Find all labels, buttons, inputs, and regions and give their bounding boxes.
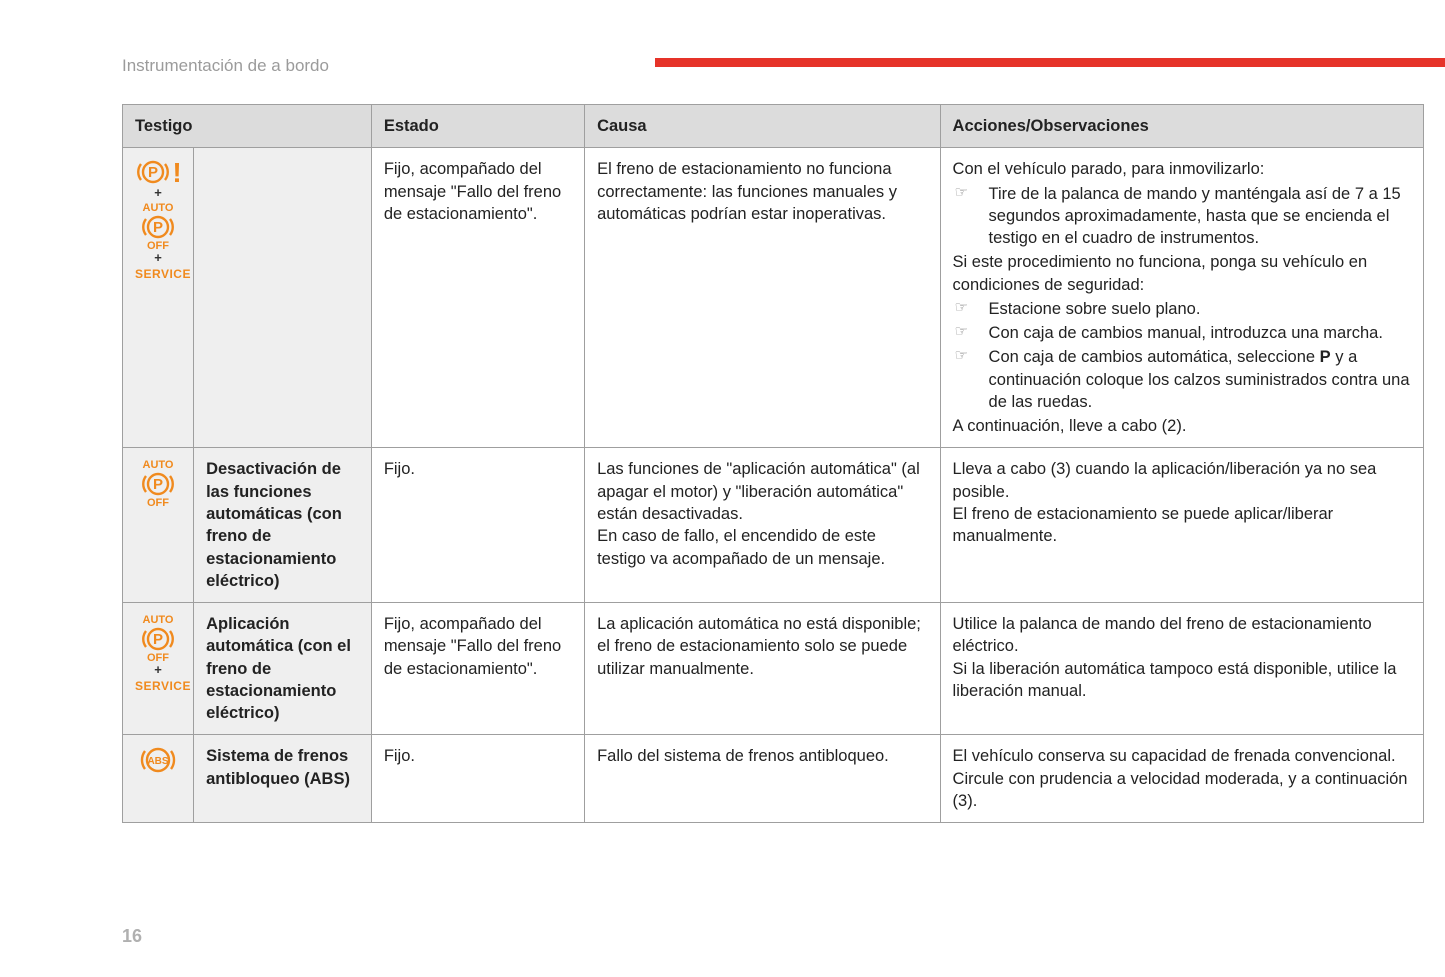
list-item: Con caja de cambios automática, seleccio… xyxy=(975,346,1411,413)
parking-brake-excl-icon: P ! xyxy=(135,158,185,186)
auto-p-off-icon: AUTO P OFF xyxy=(136,201,180,251)
actions-outro: A continuación, lleve a cabo (2). xyxy=(953,415,1411,437)
icon-cell: ABS xyxy=(123,735,194,823)
estado-cell: Fijo, acompañado del mensaje "Fallo del … xyxy=(371,603,584,735)
table-row: P ! + AUTO P OFF + xyxy=(123,148,1424,448)
acciones-cell: Utilice la palanca de mando del freno de… xyxy=(940,603,1423,735)
list-item: Estacione sobre suelo plano. xyxy=(975,298,1411,320)
th-causa: Causa xyxy=(585,105,940,148)
actions-intro: Con el vehículo parado, para inmovilizar… xyxy=(953,158,1411,180)
table-row: AUTO P OFF Desactivación de las funcione… xyxy=(123,448,1424,603)
acciones-cell: Con el vehículo parado, para inmovilizar… xyxy=(940,148,1423,448)
svg-text:OFF: OFF xyxy=(147,497,169,508)
actions-list: Estacione sobre suelo plano. Con caja de… xyxy=(953,298,1411,413)
label-cell: Desactivación de las funciones automátic… xyxy=(194,448,372,603)
page: Instrumentación de a bordo Testigo Estad… xyxy=(0,0,1445,977)
svg-text:P: P xyxy=(148,164,158,181)
causa-cell: Las funciones de "aplicación automática"… xyxy=(585,448,940,603)
th-acciones: Acciones/Observaciones xyxy=(940,105,1423,148)
actions-mid: Si este procedimiento no funciona, ponga… xyxy=(953,251,1411,296)
th-estado: Estado xyxy=(371,105,584,148)
svg-text:SERVICE: SERVICE xyxy=(135,267,191,281)
svg-text:P: P xyxy=(153,219,163,236)
service-icon: SERVICE xyxy=(135,265,191,281)
page-number: 16 xyxy=(122,926,142,947)
label-cell: Sistema de frenos antibloqueo (ABS) xyxy=(194,735,372,823)
svg-text:!: ! xyxy=(172,158,181,186)
svg-text:AUTO: AUTO xyxy=(143,614,174,626)
th-testigo: Testigo xyxy=(123,105,372,148)
plus-icon: + xyxy=(154,663,162,677)
estado-cell: Fijo. xyxy=(371,448,584,603)
auto-p-off-service-icon: AUTO P OFF + SERVICE xyxy=(135,613,181,693)
plus-icon: + xyxy=(154,186,162,200)
svg-text:AUTO: AUTO xyxy=(143,459,174,471)
actions-list: Tire de la palanca de mando y manténgala… xyxy=(953,183,1411,250)
table-header-row: Testigo Estado Causa Acciones/Observacio… xyxy=(123,105,1424,148)
p-excl-auto-p-off-service-icon: P ! + AUTO P OFF + xyxy=(135,158,181,281)
service-icon: SERVICE xyxy=(135,677,191,693)
icon-cell: AUTO P OFF xyxy=(123,448,194,603)
list-item: Con caja de cambios manual, introduzca u… xyxy=(975,322,1411,344)
svg-text:ABS: ABS xyxy=(147,756,168,767)
icon-cell: AUTO P OFF + SERVICE xyxy=(123,603,194,735)
abs-icon: ABS xyxy=(135,745,181,775)
acciones-cell: Lleva a cabo (3) cuando la aplicación/li… xyxy=(940,448,1423,603)
label-cell xyxy=(194,148,372,448)
auto-p-off-icon: AUTO P OFF xyxy=(135,458,181,508)
accent-bar xyxy=(655,58,1445,67)
label-cell: Aplicación automática (con el freno de e… xyxy=(194,603,372,735)
causa-cell: La aplicación automática no está disponi… xyxy=(585,603,940,735)
plus-icon: + xyxy=(154,251,162,265)
warning-lights-table: Testigo Estado Causa Acciones/Observacio… xyxy=(122,104,1424,823)
svg-text:AUTO: AUTO xyxy=(143,202,174,214)
list-item: Tire de la palanca de mando y manténgala… xyxy=(975,183,1411,250)
estado-cell: Fijo. xyxy=(371,735,584,823)
causa-cell: El freno de estacionamiento no funciona … xyxy=(585,148,940,448)
acciones-cell: El vehículo conserva su capacidad de fre… xyxy=(940,735,1423,823)
svg-text:P: P xyxy=(153,631,163,648)
svg-text:SERVICE: SERVICE xyxy=(135,679,191,693)
svg-text:OFF: OFF xyxy=(147,240,169,251)
icon-cell: P ! + AUTO P OFF + xyxy=(123,148,194,448)
table-row: AUTO P OFF + SERVICE Aplicación au xyxy=(123,603,1424,735)
estado-cell: Fijo, acompañado del mensaje "Fallo del … xyxy=(371,148,584,448)
table-row: ABS Sistema de frenos antibloqueo (ABS) … xyxy=(123,735,1424,823)
svg-text:P: P xyxy=(153,476,163,493)
causa-cell: Fallo del sistema de frenos antibloqueo. xyxy=(585,735,940,823)
